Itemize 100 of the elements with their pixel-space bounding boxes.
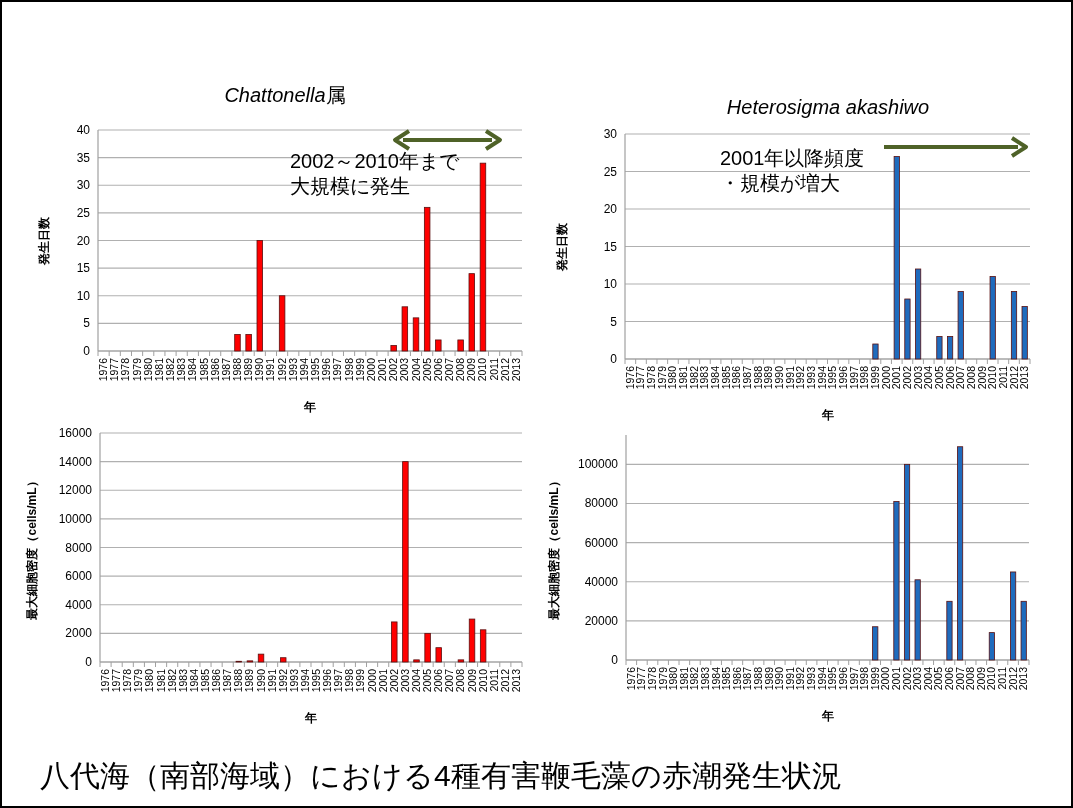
x-tick-label: 1976 [97, 357, 110, 382]
x-tick-label: 2006 [431, 357, 444, 382]
x-tick-label: 2000 [879, 666, 892, 691]
y-tick-label: 12000 [58, 483, 93, 498]
x-tick-label: 1978 [121, 668, 134, 693]
y-axis-title: 最大細胞密度（cells/mL） [547, 475, 561, 621]
x-tick-label: 1992 [794, 365, 807, 390]
x-tick-label: 2003 [398, 357, 411, 382]
x-tick-label: 1981 [677, 666, 690, 691]
y-axis-title: 発生日数 [555, 221, 569, 272]
x-tick-label: 1982 [687, 365, 700, 390]
x-tick-label: 2005 [932, 365, 945, 390]
x-tick-label: 1980 [666, 365, 679, 390]
x-tick-label: 1978 [646, 666, 659, 691]
x-tick-label: 1992 [794, 666, 807, 691]
y-axis-title: 最大細胞密度（cells/mL） [25, 475, 39, 621]
x-tick-label: 2004 [409, 357, 422, 382]
x-tick-label: 1977 [108, 357, 121, 382]
x-tick-label: 2012 [1006, 666, 1019, 691]
x-tick-label: 2008 [454, 357, 467, 382]
x-tick-label: 1995 [310, 668, 323, 693]
x-tick-label: 2010 [986, 365, 999, 390]
x-tick-label: 2002 [900, 666, 913, 691]
x-tick-label: 1990 [773, 666, 786, 691]
text: 八代海（南部海域）における4種有害鞭毛藻の赤潮発生状況 [40, 759, 842, 792]
x-tick-label: 1991 [265, 668, 278, 693]
x-tick-label: 2003 [398, 668, 411, 693]
x-tick-label: 1997 [847, 666, 860, 691]
x-tick-label: 2005 [932, 666, 945, 691]
x-tick-label: 2013 [509, 357, 522, 382]
x-tick-label: 2001 [890, 365, 903, 390]
x-tick-label: 2004 [921, 666, 934, 691]
x-tick-label: 1988 [232, 668, 245, 693]
x-tick-label: 1986 [210, 668, 223, 693]
x-tick-label: 2008 [964, 365, 977, 390]
x-tick-label: 1976 [623, 365, 636, 390]
x-tick-label: 2006 [942, 666, 955, 691]
x-tick-label: 2007 [953, 666, 966, 691]
x-tick-label: 1995 [309, 357, 322, 382]
x-tick-label: 1993 [805, 666, 818, 691]
x-tick-label: 2007 [443, 668, 456, 693]
y-tick-label: 30 [76, 178, 91, 193]
x-tick-label: 1984 [709, 365, 722, 390]
x-tick-label: 1987 [741, 365, 754, 390]
x-tick-label: 1998 [343, 668, 356, 693]
y-tick-label: 20 [76, 233, 91, 248]
x-tick-label: 1990 [253, 357, 266, 382]
x-tick-label: 1980 [143, 668, 156, 693]
x-tick-label: 2008 [454, 668, 467, 693]
x-tick-label: 1983 [699, 666, 712, 691]
x-tick-label: 1994 [298, 668, 311, 693]
y-tick-label: 0 [610, 352, 618, 366]
x-tick-label: 1993 [805, 365, 818, 390]
x-tick-label: 1986 [208, 357, 221, 382]
x-tick-label: 1996 [836, 666, 849, 691]
annotation: 2001年以降頻度・規模が増大 [720, 147, 865, 194]
x-tick-label: 1977 [110, 668, 123, 693]
x-tick-label: 1977 [634, 365, 647, 390]
x-tick-label: 1983 [175, 357, 188, 382]
x-tick-label: 2009 [975, 365, 988, 390]
x-axis-title: 年 [820, 709, 834, 723]
x-tick-label: 2013 [1018, 365, 1031, 390]
x-tick-label: 1978 [119, 357, 132, 382]
x-tick-label: 1997 [331, 357, 344, 382]
x-tick-label: 1984 [186, 357, 199, 382]
y-tick-label: 25 [603, 164, 618, 179]
x-tick-label: 1992 [275, 357, 288, 382]
x-tick-label: 2013 [509, 668, 522, 693]
x-tick-label: 2011 [996, 365, 1009, 389]
x-tick-label: 2006 [943, 365, 956, 390]
x-tick-label: 2009 [465, 668, 478, 693]
x-tick-label: 1980 [141, 357, 154, 382]
x-tick-label: 2005 [421, 668, 434, 693]
x-tick-label: 1990 [254, 668, 267, 693]
x-tick-label: 1994 [297, 357, 310, 382]
x-tick-label: 2000 [879, 365, 892, 390]
x-tick-label: 1989 [762, 365, 775, 390]
y-tick-label: 0 [83, 344, 91, 358]
x-tick-label: 2013 [1017, 666, 1030, 691]
y-tick-label: 16000 [58, 426, 93, 440]
x-tick-label: 1999 [354, 668, 367, 693]
y-tick-label: 100000 [577, 457, 619, 472]
x-tick-label: 1993 [286, 357, 299, 382]
x-tick-label: 1976 [99, 668, 112, 693]
x-tick-label: 2012 [498, 357, 511, 382]
x-tick-label: 1997 [332, 668, 345, 693]
x-tick-label: 1979 [655, 365, 668, 390]
y-tick-label: 25 [76, 205, 91, 220]
x-tick-label: 1993 [287, 668, 300, 693]
x-tick-label: 1999 [868, 365, 881, 390]
x-tick-label: 2011 [487, 357, 500, 381]
y-tick-label: 5 [83, 316, 91, 331]
x-tick-label: 1998 [342, 357, 355, 382]
y-tick-label: 40000 [584, 574, 619, 589]
x-tick-label: 2003 [911, 365, 924, 390]
y-tick-label: 80000 [584, 496, 619, 511]
x-tick-label: 1988 [751, 365, 764, 390]
x-tick-label: 1982 [165, 668, 178, 693]
x-tick-label: 1982 [688, 666, 701, 691]
x-tick-label: 1989 [762, 666, 775, 691]
